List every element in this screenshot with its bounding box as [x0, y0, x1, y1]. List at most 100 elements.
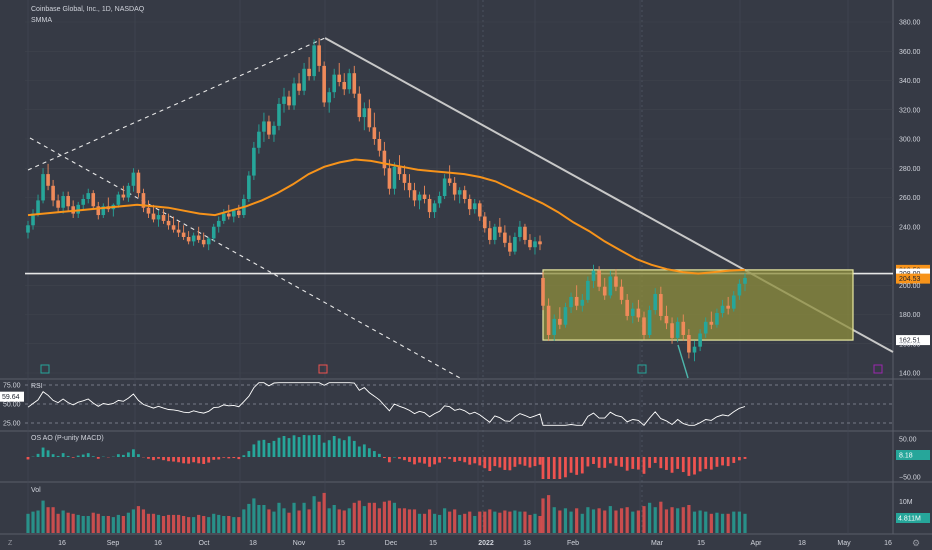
candle-body — [442, 178, 447, 197]
macd-histogram-bar — [312, 435, 316, 457]
price-tick-label: 300.00 — [899, 137, 921, 144]
volume-bar — [46, 507, 50, 533]
candle-body — [277, 103, 281, 126]
settings-gear-icon[interactable]: ⚙ — [912, 538, 920, 548]
candle-body — [630, 308, 635, 316]
symbol-title: Coinbase Global, Inc., 1D, NASDAQ — [31, 6, 145, 13]
zoom-reset-icon[interactable]: Z — [8, 540, 13, 547]
macd-histogram-bar — [187, 457, 191, 464]
macd-histogram-bar — [433, 457, 436, 465]
macd-histogram-bar — [46, 450, 50, 457]
macd-histogram-bar — [721, 457, 724, 466]
macd-histogram-bar — [483, 457, 487, 469]
macd-histogram-bar — [377, 453, 381, 457]
macd-histogram-bar — [86, 453, 90, 457]
macd-histogram-bar — [732, 457, 736, 463]
candle-body — [437, 196, 442, 204]
macd-histogram-bar — [222, 457, 226, 458]
macd-histogram-bar — [81, 454, 85, 457]
rsi-tick-label: 75.00 — [3, 383, 21, 390]
candle-body — [569, 296, 573, 308]
macd-histogram-bar — [552, 457, 556, 479]
volume-bar — [31, 511, 35, 533]
time-tick-label: Apr — [751, 540, 763, 547]
macd-histogram-bar — [121, 454, 125, 457]
volume-bar — [116, 514, 120, 533]
macd-histogram-bar — [257, 440, 261, 457]
macd-histogram-bar — [202, 457, 206, 464]
volume-bar — [422, 513, 427, 533]
candle-body — [619, 286, 624, 300]
candle-body — [101, 206, 106, 216]
price-tick-label: 260.00 — [899, 195, 921, 202]
macd-histogram-bar — [603, 457, 607, 468]
candle-body — [307, 68, 311, 77]
volume-bar — [257, 505, 261, 533]
macd-histogram-bar — [262, 439, 266, 457]
candle-body — [508, 242, 512, 252]
macd-histogram-bar — [737, 457, 741, 461]
candle-body — [121, 194, 126, 198]
volume-bar — [681, 507, 685, 533]
time-tick-label: 16 — [884, 540, 892, 547]
candle-body — [211, 226, 216, 239]
volume-bar — [352, 502, 356, 533]
macd-histogram-bar — [538, 457, 542, 465]
candle-body — [156, 215, 161, 220]
rsi-current-badge — [0, 391, 24, 402]
candle-body — [26, 225, 30, 233]
macd-histogram-bar — [528, 457, 532, 468]
candle-body — [282, 96, 286, 104]
volume-bar — [538, 516, 542, 533]
volume-bar — [302, 502, 306, 533]
macd-histogram-bar — [51, 454, 55, 457]
drawings-layer — [25, 37, 894, 379]
volume-bar — [222, 516, 226, 533]
macd-histogram-bar — [337, 438, 341, 457]
candle-body — [523, 226, 527, 240]
macd-histogram-bar — [508, 457, 512, 471]
macd-histogram-bar — [659, 457, 663, 469]
macd-histogram-bar — [453, 457, 457, 462]
candle-body — [201, 239, 206, 245]
macd-histogram-bar — [642, 457, 646, 474]
time-tick-label: 15 — [337, 540, 345, 547]
volume-current-badge — [896, 513, 930, 523]
time-tick-label: Sep — [107, 540, 120, 547]
candle-body — [608, 276, 613, 296]
time-tick-label: Dec — [385, 540, 398, 547]
macd-histogram-bar — [227, 457, 231, 459]
candle-body — [76, 204, 80, 214]
macd-histogram-bar — [709, 457, 713, 470]
volume-bar — [670, 507, 674, 533]
macd-histogram-bar — [488, 457, 492, 471]
macd-histogram-bar — [498, 457, 502, 468]
macd-histogram-bar — [597, 457, 601, 468]
candle-body — [322, 65, 326, 103]
candle-body — [447, 178, 452, 183]
candle-body — [552, 318, 557, 335]
macd-histogram-bar — [126, 452, 130, 457]
candle-body — [563, 307, 568, 325]
candle-body — [257, 131, 261, 148]
candle-body — [580, 299, 585, 306]
volume-bar — [642, 506, 646, 533]
price-tick-label: 360.00 — [899, 49, 921, 56]
volume-bar — [528, 514, 532, 533]
candle-body — [427, 198, 432, 213]
volume-bar — [427, 509, 432, 533]
macd-histogram-bar — [217, 457, 221, 460]
volume-bar — [473, 516, 477, 533]
volume-bar — [417, 513, 422, 533]
earnings-marker-icon — [318, 364, 328, 374]
volume-bar — [488, 509, 492, 533]
volume-bar — [242, 509, 246, 533]
volume-bar — [106, 516, 110, 533]
candle-body — [467, 198, 472, 210]
candle-body — [41, 174, 45, 201]
candle-body — [171, 225, 176, 230]
macd-histogram-bar — [197, 457, 201, 464]
volume-bar — [141, 509, 146, 533]
volume-bar — [262, 505, 266, 533]
